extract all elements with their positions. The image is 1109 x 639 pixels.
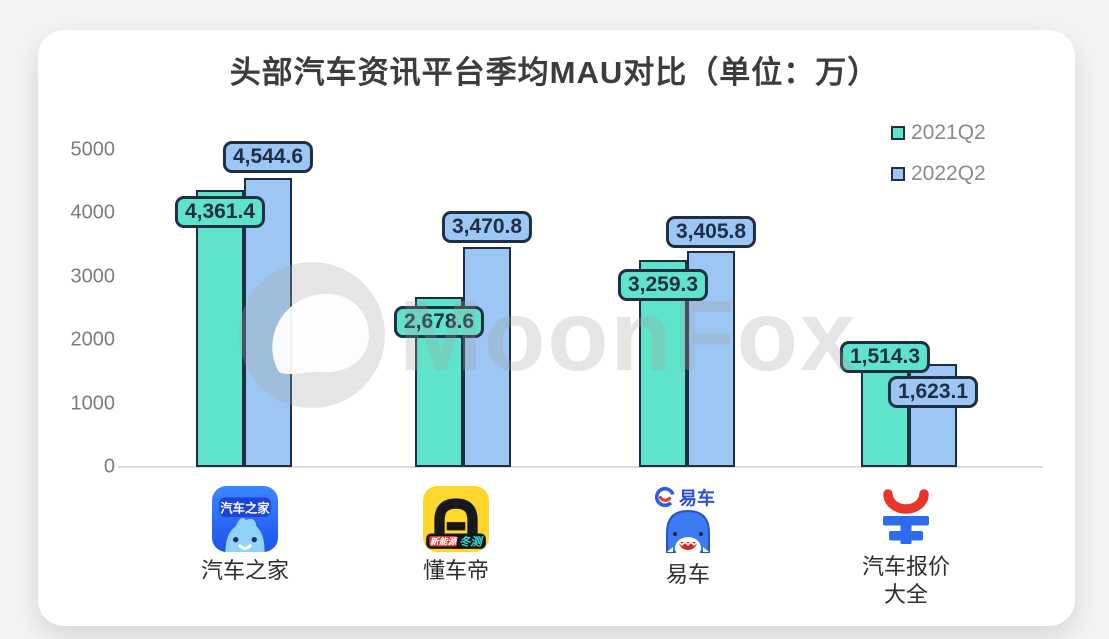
legend-item-2021q2: 2021Q2 (891, 121, 986, 145)
x-axis-line (118, 466, 1043, 468)
value-label-2021Q2-汽车之家: 4,361.4 (174, 196, 266, 229)
value-label-2021Q2-易车: 3,259.3 (617, 269, 709, 302)
category-dongchedi: 新能源 冬测 懂车帝 (391, 486, 521, 585)
yiche-logo-icon: 易车 (654, 486, 715, 556)
bar-2022Q2-懂车帝 (463, 246, 511, 467)
dongchedi-app-icon: 新能源 冬测 (423, 486, 489, 552)
dongchedi-banner-left-text: 新能源 (430, 537, 458, 547)
y-axis-tick-5000: 5000 (70, 138, 116, 160)
y-axis-tick-3000: 3000 (70, 265, 116, 287)
y-axis-tick-0: 0 (103, 455, 115, 478)
yiche-shark-mascot-icon (666, 509, 710, 556)
chart-title: 头部汽车资讯平台季均MAU对比（单位：万） (229, 55, 880, 90)
value-label-2022Q2-汽车报价大全: 1,623.1 (887, 375, 979, 408)
value-label-2021Q2-懂车帝: 2,678.6 (393, 305, 485, 338)
qichebaojia-yen-icon (883, 516, 929, 544)
legend-label-2021q2: 2021Q2 (911, 121, 986, 144)
autohome-app-icon: 汽车之家 (212, 486, 278, 552)
dongchedi-banner-right-text: 冬测 (459, 536, 484, 549)
category-label-autohome: 汽车之家 (200, 558, 289, 583)
category-label-qichebaojia: 汽车报价大全 (861, 554, 950, 607)
bar-2021Q2-汽车之家 (196, 190, 244, 467)
dongchedi-banner: 新能源 冬测 (426, 533, 486, 549)
category-yiche: 易车 易车 (623, 486, 753, 589)
y-axis-tick-1000: 1000 (70, 392, 116, 414)
autohome-mascot-icon (225, 517, 265, 552)
value-label-2022Q2-汽车之家: 4,544.6 (222, 141, 314, 174)
legend-label-2022q2: 2022Q2 (911, 162, 986, 185)
legend-swatch-2021q2 (891, 126, 905, 140)
yiche-logo-text: 易车 (679, 488, 715, 509)
y-axis-tick-4000: 4000 (70, 201, 116, 224)
category-qichebaojia: 汽车报价大全 (841, 486, 971, 608)
legend-swatch-2022q2 (891, 167, 905, 181)
y-axis-tick-2000: 2000 (70, 328, 116, 351)
category-autohome: 汽车之家 汽车之家 (180, 486, 310, 585)
category-label-dongchedi: 懂车帝 (422, 558, 489, 583)
legend-item-2022q2: 2022Q2 (891, 162, 986, 186)
value-label-2022Q2-懂车帝: 3,470.8 (441, 210, 533, 243)
yiche-roundel-icon (654, 486, 676, 508)
autohome-badge-text: 汽车之家 (220, 500, 270, 515)
qichebaojia-logo-icon (883, 489, 929, 544)
category-label-yiche: 易车 (665, 562, 710, 587)
value-label-2022Q2-易车: 3,405.8 (665, 215, 757, 248)
legend: 2021Q2 2022Q2 (891, 121, 986, 186)
value-label-2021Q2-汽车报价大全: 1,514.3 (839, 340, 931, 373)
